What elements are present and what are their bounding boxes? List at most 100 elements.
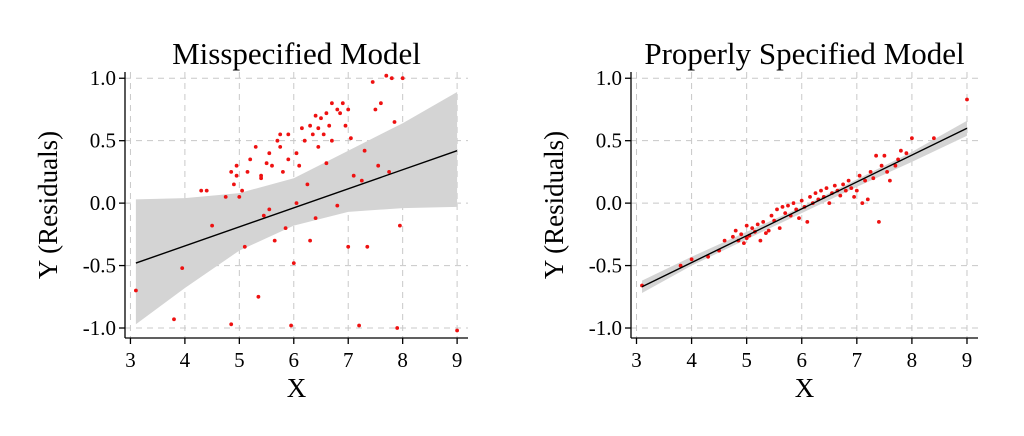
data-point: [357, 323, 361, 328]
data-point: [819, 188, 823, 193]
data-point: [750, 226, 755, 231]
data-point: [275, 138, 280, 143]
data-point: [832, 183, 837, 188]
data-point: [267, 207, 272, 212]
y-tick-label: -1.0: [83, 316, 116, 340]
data-point: [278, 145, 283, 149]
data-point: [775, 207, 779, 212]
data-point: [742, 241, 746, 246]
data-point: [365, 244, 370, 249]
data-point: [234, 163, 239, 168]
data-point: [362, 148, 367, 153]
data-point: [824, 186, 829, 191]
y-tick-label: 1.0: [90, 66, 116, 90]
data-point: [259, 173, 263, 178]
data-point: [223, 195, 228, 199]
y-tick-label: 0.0: [90, 191, 116, 215]
data-point: [857, 173, 862, 178]
data-point: [888, 178, 892, 183]
data-point: [210, 223, 215, 228]
fit-line: [135, 150, 458, 264]
data-point: [813, 191, 818, 196]
data-point: [330, 101, 334, 106]
panel-1: 3 4 5 6 7 8 9 -1.0 -0.5 0.0 0.5 1.0 Misspecified Mod…: [33, 36, 468, 403]
confidence-band: [135, 92, 458, 325]
data-point: [896, 157, 900, 162]
data-point: [387, 170, 391, 174]
data-point: [346, 244, 351, 249]
x-tick-label: 4: [686, 348, 697, 372]
data-point: [349, 136, 353, 141]
fit-line: [641, 127, 968, 288]
data-point: [783, 211, 788, 216]
data-point: [395, 326, 400, 330]
data-point: [335, 107, 340, 112]
x-tick-label: 5: [741, 348, 752, 372]
data-point: [240, 188, 245, 193]
data-point: [338, 111, 342, 116]
data-point: [678, 263, 683, 268]
data-point: [398, 223, 402, 228]
data-point: [739, 232, 744, 237]
y-tick-label: 0.0: [596, 191, 622, 215]
data-point: [229, 170, 234, 174]
data-point: [885, 170, 889, 174]
data-point: [849, 186, 854, 191]
data-point: [764, 231, 768, 236]
data-point: [261, 213, 266, 218]
data-point: [689, 257, 694, 262]
data-point: [852, 195, 856, 199]
data-point: [324, 111, 329, 116]
data-point: [289, 323, 293, 328]
data-point: [316, 126, 321, 131]
data-point: [863, 178, 867, 183]
data-point: [272, 238, 277, 243]
x-tick-label: 9: [452, 348, 463, 372]
data-point: [733, 228, 738, 233]
data-point: [932, 136, 936, 141]
x-tick-label: 8: [907, 348, 918, 372]
x-tick-label: 4: [180, 348, 191, 372]
data-point: [335, 203, 340, 208]
data-point: [865, 197, 870, 202]
data-point: [882, 153, 887, 158]
data-point: [351, 173, 356, 178]
data-point: [899, 148, 903, 153]
data-point: [286, 132, 291, 137]
data-point: [305, 182, 310, 187]
data-point: [843, 188, 848, 193]
data-point: [319, 116, 323, 121]
data-point: [731, 234, 735, 239]
data-point: [841, 182, 845, 187]
data-point: [232, 182, 236, 187]
x-tick-label: 8: [397, 348, 408, 372]
chart-title: Properly Specified Model: [644, 36, 964, 71]
data-point: [278, 132, 283, 137]
data-point: [229, 322, 234, 327]
x-tick-label: 3: [125, 348, 136, 372]
x-axis-label: X: [795, 373, 815, 403]
data-point: [310, 132, 315, 137]
data-point: [965, 97, 969, 102]
data-point: [780, 205, 785, 209]
data-point: [400, 76, 405, 81]
y-tick-label: 0.5: [596, 129, 622, 153]
data-point: [769, 213, 774, 218]
x-tick-label: 5: [234, 348, 245, 372]
data-point: [722, 238, 727, 243]
data-point: [291, 261, 296, 265]
data-point: [286, 157, 291, 162]
data-point: [827, 201, 832, 206]
x-tick-label: 6: [796, 348, 807, 372]
y-axis-label: Y (Residuals): [539, 131, 569, 279]
data-point: [786, 203, 790, 208]
data-point: [904, 151, 909, 156]
x-tick-label: 9: [962, 348, 973, 372]
data-point: [324, 161, 329, 166]
data-point: [706, 254, 710, 259]
y-tick-label: -0.5: [589, 254, 622, 278]
data-point: [267, 151, 272, 156]
x-tick-label: 6: [289, 348, 300, 372]
y-tick-label: -0.5: [83, 254, 116, 278]
data-point: [283, 226, 288, 231]
